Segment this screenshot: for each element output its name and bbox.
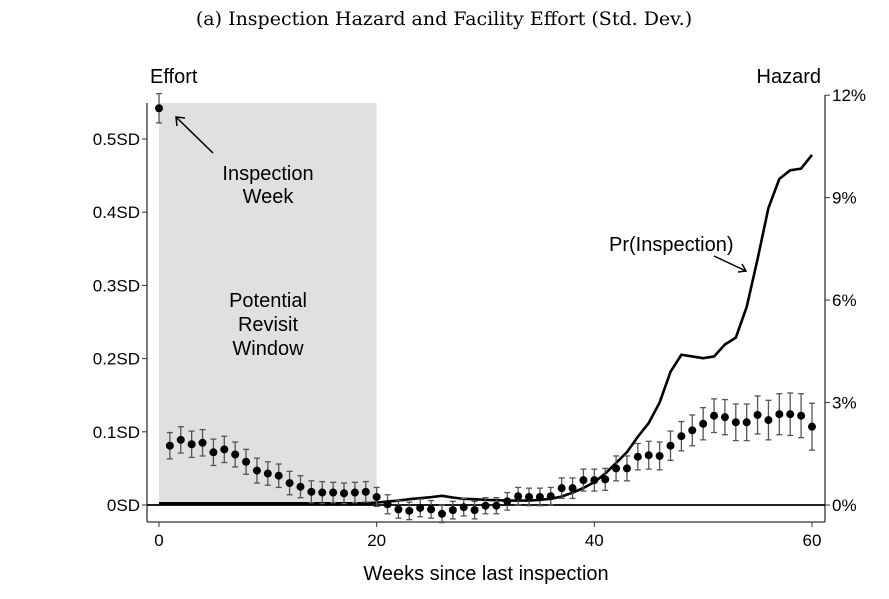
effort-point	[579, 476, 588, 485]
effort-point	[590, 476, 599, 485]
effort-point	[731, 418, 740, 427]
effort-point	[285, 479, 294, 488]
effort-point	[405, 506, 414, 515]
inspection-week-label: Inspection	[222, 163, 313, 185]
x-axis-label: Weeks since last inspection	[363, 563, 608, 585]
revisit-window-label: Revisit	[238, 314, 298, 336]
effort-point	[557, 484, 566, 493]
y-left-tick-label: 0.1SD	[93, 423, 140, 442]
y-left-tick-label: 0SD	[107, 496, 140, 515]
effort-point	[797, 411, 806, 420]
inspection-week-label: Week	[243, 186, 295, 208]
effort-point	[742, 418, 751, 427]
effort-point	[720, 413, 729, 422]
y-left-tick-label: 0.4SD	[93, 203, 140, 222]
effort-point	[470, 506, 479, 515]
effort-point	[329, 488, 338, 497]
pr-inspection-arrow	[713, 255, 747, 272]
y-right-tick-label: 0%	[832, 496, 857, 515]
y-right-tick-label: 9%	[832, 189, 857, 208]
x-tick-label: 0	[154, 531, 163, 550]
effort-point	[666, 441, 675, 450]
y-left-tick-label: 0.3SD	[93, 276, 140, 295]
revisit-window-shade	[159, 103, 377, 505]
effort-point	[807, 422, 816, 431]
x-tick-label: 60	[803, 531, 822, 550]
y-right-axis-label: Hazard	[757, 66, 821, 88]
effort-point	[361, 487, 370, 496]
effort-point	[448, 506, 457, 515]
effort-point	[546, 492, 555, 501]
effort-point	[503, 497, 512, 506]
effort-point	[307, 487, 316, 496]
effort-point	[318, 488, 327, 497]
effort-point	[775, 410, 784, 419]
effort-point	[198, 438, 207, 447]
effort-point	[459, 503, 468, 512]
effort-point	[525, 492, 534, 501]
y-right-tick-label: 6%	[832, 291, 857, 310]
effort-point	[220, 445, 229, 454]
effort-point	[644, 451, 653, 460]
effort-point	[612, 464, 621, 473]
y-left-tick-label: 0.2SD	[93, 350, 140, 369]
effort-point	[296, 482, 305, 491]
effort-point	[372, 492, 381, 501]
effort-point	[416, 503, 425, 512]
effort-point	[568, 484, 577, 493]
effort-point	[427, 505, 436, 514]
effort-point	[242, 457, 251, 466]
revisit-window-label: Window	[232, 338, 304, 360]
effort-point	[263, 469, 272, 478]
effort-point	[231, 450, 240, 459]
y-left-tick-label: 0.5SD	[93, 130, 140, 149]
effort-point	[340, 489, 349, 498]
effort-point	[786, 410, 795, 419]
effort-point	[753, 410, 762, 419]
effort-point	[514, 492, 523, 501]
chart-title: (a) Inspection Hazard and Facility Effor…	[196, 8, 692, 30]
effort-point	[622, 464, 631, 473]
effort-point	[187, 440, 196, 449]
effort-point	[535, 492, 544, 501]
x-tick-label: 40	[585, 531, 604, 550]
y-right-tick-label: 12%	[832, 86, 866, 105]
pr-inspection-label: Pr(Inspection)	[609, 234, 734, 256]
effort-point	[677, 432, 686, 441]
effort-point	[633, 452, 642, 461]
effort-point	[165, 441, 174, 450]
x-tick-label: 20	[367, 531, 386, 550]
effort-point	[252, 466, 261, 475]
arrow-head-icon	[737, 263, 748, 273]
effort-point	[350, 488, 359, 497]
effort-point	[437, 509, 446, 518]
effort-point	[155, 104, 163, 113]
effort-point	[209, 448, 218, 457]
effort-point	[394, 505, 403, 514]
effort-point	[601, 475, 610, 484]
y-right-tick-label: 3%	[832, 394, 857, 413]
revisit-window-label: Potential	[229, 290, 307, 312]
effort-point	[274, 471, 283, 480]
effort-point	[383, 500, 392, 509]
effort-point	[764, 416, 773, 425]
arrow-head-icon	[175, 116, 186, 127]
effort-point	[710, 411, 719, 420]
effort-point	[699, 419, 708, 428]
effort-point	[688, 426, 697, 435]
effort-point	[481, 501, 490, 510]
effort-point	[176, 435, 185, 444]
effort-point	[492, 501, 501, 510]
effort-point	[655, 451, 664, 460]
inspection-week-arrow	[176, 117, 214, 154]
y-left-axis-label: Effort	[150, 66, 198, 88]
